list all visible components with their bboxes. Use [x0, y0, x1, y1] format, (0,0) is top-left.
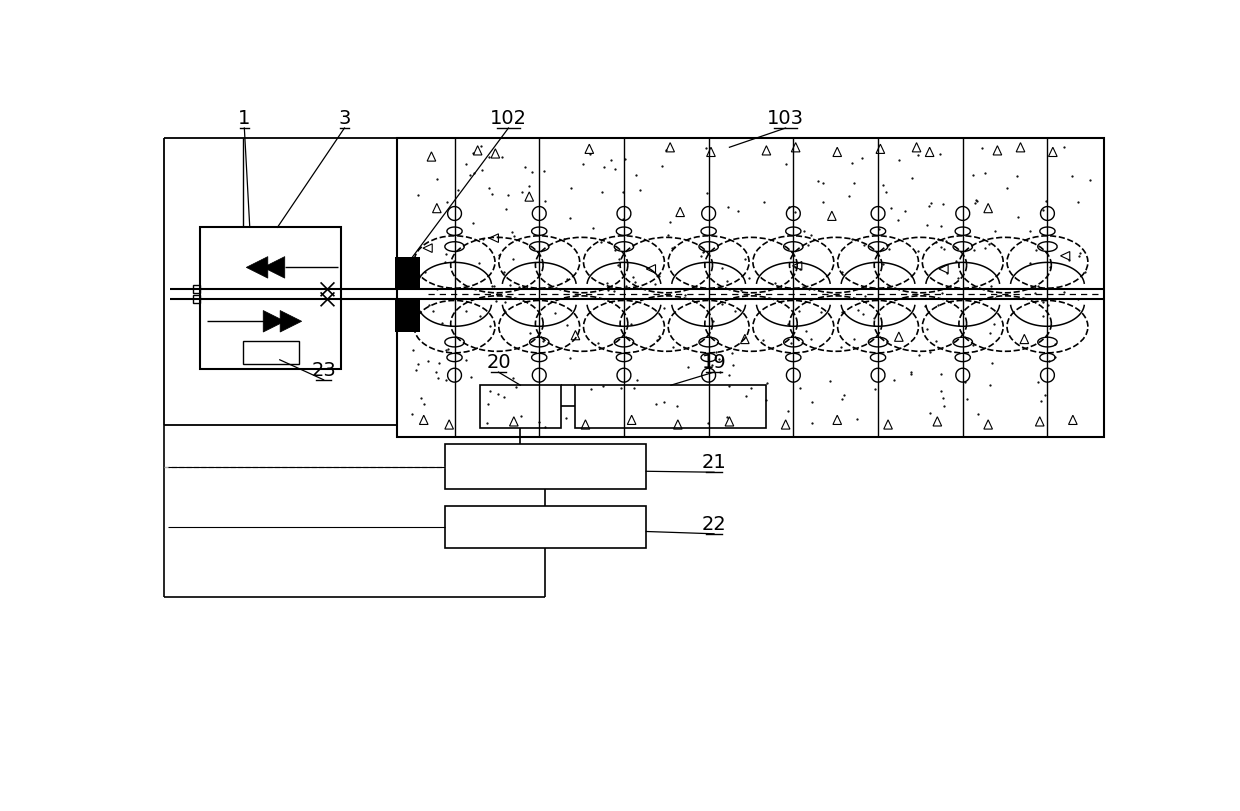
Bar [192, 286, 201, 294]
Bar [192, 296, 201, 304]
Bar [575, 386, 766, 428]
Text: 23: 23 [311, 361, 336, 380]
Text: 19: 19 [702, 353, 727, 372]
Text: 3: 3 [339, 109, 351, 128]
Bar [480, 386, 560, 428]
Bar [396, 300, 420, 333]
Polygon shape [263, 257, 285, 279]
Text: 103: 103 [768, 109, 805, 128]
Bar [243, 341, 299, 364]
Text: 21: 21 [702, 453, 727, 472]
Text: 22: 22 [702, 514, 727, 534]
Polygon shape [263, 311, 285, 333]
Bar [444, 506, 646, 549]
Bar [397, 139, 1104, 437]
Text: 1: 1 [238, 109, 250, 128]
Bar [444, 445, 646, 490]
Polygon shape [247, 257, 268, 279]
Text: 20: 20 [486, 353, 511, 372]
Text: 102: 102 [490, 109, 527, 128]
Polygon shape [280, 311, 301, 333]
Bar [201, 228, 341, 370]
Bar [396, 258, 420, 290]
